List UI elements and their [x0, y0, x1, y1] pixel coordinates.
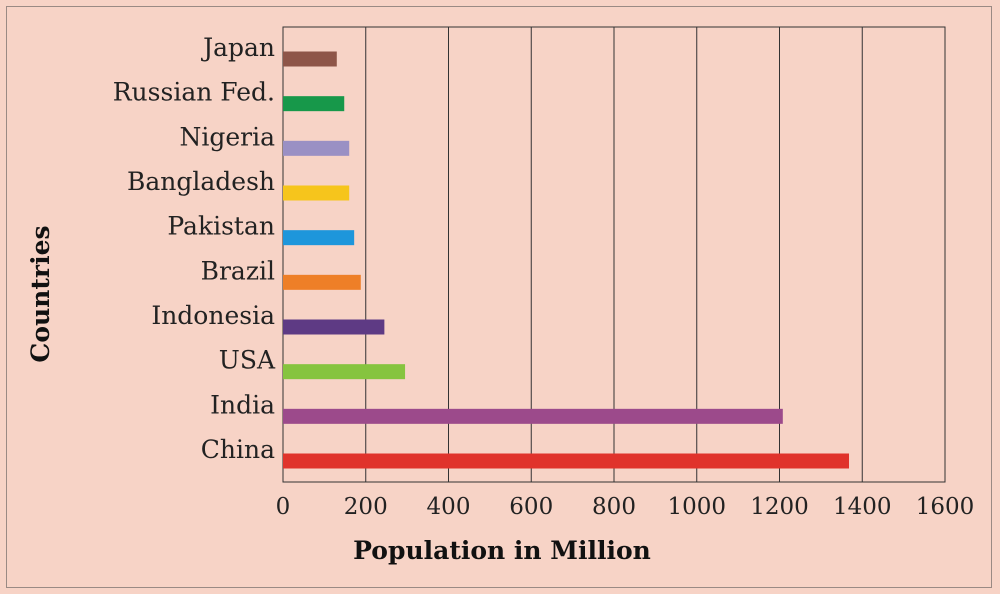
- category-label: Indonesia: [151, 301, 275, 330]
- x-tick-labels: 0 200 400 600 800 1000 1200 1400 1600: [276, 494, 975, 520]
- x-tick-label: 1600: [916, 494, 975, 520]
- category-label: Bangladesh: [127, 167, 275, 196]
- bar: [283, 230, 355, 246]
- bar: [283, 453, 850, 469]
- category-label: USA: [219, 346, 276, 375]
- category-label: Nigeria: [179, 122, 275, 151]
- x-tick-label: 1000: [667, 494, 726, 520]
- x-tick-label: 600: [509, 494, 553, 520]
- x-tick-label: 200: [344, 494, 388, 520]
- x-tick-label: 400: [427, 494, 471, 520]
- x-tick-label: 800: [592, 494, 636, 520]
- bars: [283, 51, 850, 469]
- bar: [283, 140, 350, 156]
- bar: [283, 364, 406, 380]
- bar: [283, 274, 361, 290]
- bar: [283, 51, 337, 67]
- y-axis-title: Countries: [26, 225, 55, 362]
- x-tick-label: 1200: [750, 494, 809, 520]
- category-label: China: [201, 435, 275, 464]
- bar: [283, 96, 345, 112]
- category-label: Russian Fed.: [113, 78, 275, 107]
- category-label: Pakistan: [167, 212, 275, 241]
- chart-frame: [6, 6, 992, 588]
- category-label: Brazil: [201, 256, 275, 285]
- bar: [283, 185, 350, 201]
- x-tick-label: 1400: [833, 494, 892, 520]
- bar: [283, 408, 783, 424]
- gridlines: [365, 27, 863, 482]
- category-label: Japan: [200, 33, 275, 62]
- category-labels: China India USA Indonesia Brazil Pakistan Bang…: [113, 33, 276, 464]
- bar: [283, 319, 385, 335]
- x-tick-label: 0: [276, 494, 291, 520]
- x-axis-title: Population in Million: [353, 536, 651, 565]
- plot-area: [282, 26, 946, 483]
- category-label: India: [210, 390, 275, 419]
